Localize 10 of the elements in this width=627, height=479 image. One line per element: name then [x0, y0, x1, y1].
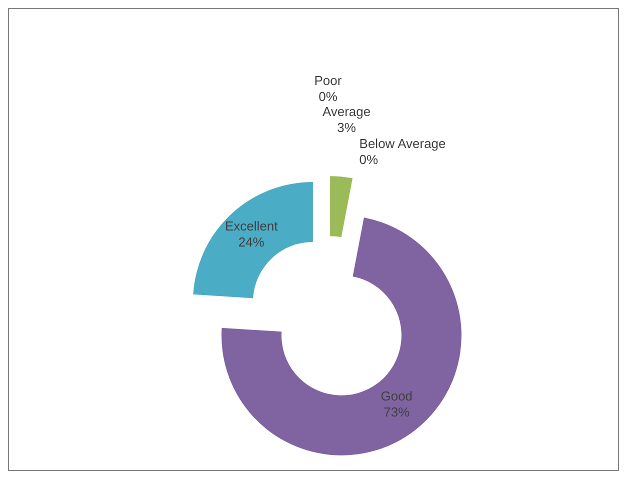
text: 0% — [359, 152, 378, 167]
text: 0% — [318, 89, 338, 104]
slice-label: Average — [322, 104, 371, 119]
data-label: 73% — [384, 404, 410, 420]
slice-label: Good — [380, 388, 413, 404]
slice-label: Excellent — [224, 218, 278, 234]
data-label: 24% — [238, 234, 265, 250]
category-label: Below Average — [359, 136, 446, 151]
category-label: Poor — [314, 73, 342, 88]
data-label: 3% — [337, 120, 356, 135]
